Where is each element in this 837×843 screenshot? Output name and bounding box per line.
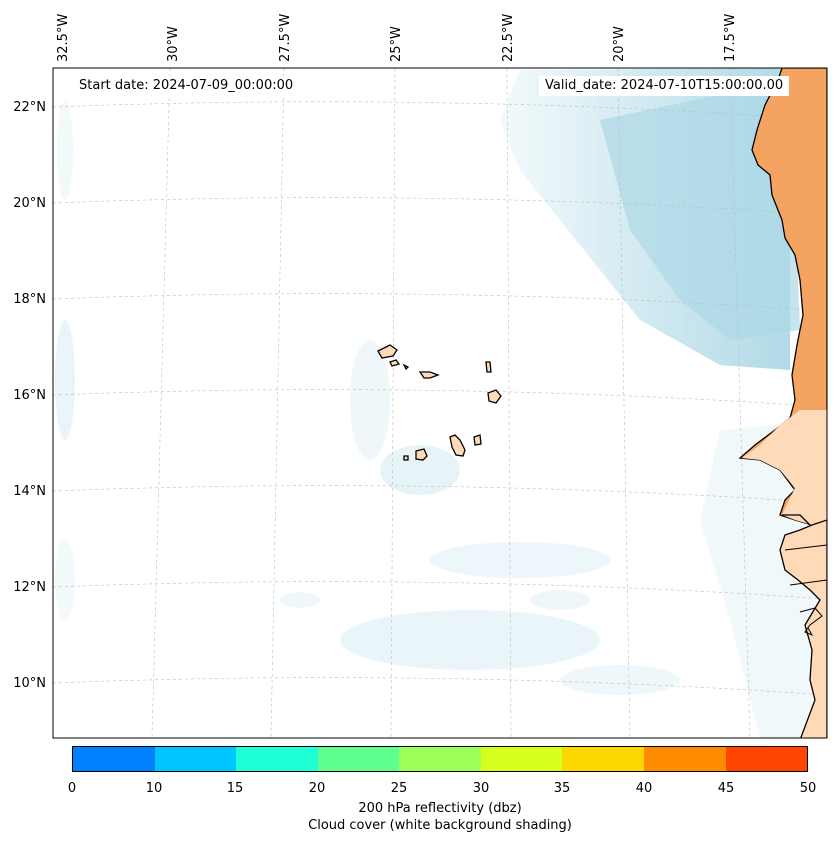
colorbar-label-cloud-cover: Cloud cover (white background shading) (308, 818, 572, 833)
colorbar-tick: 45 (717, 781, 735, 796)
colorbar-tick: 35 (553, 781, 571, 796)
africa-light-region (742, 410, 827, 525)
lat-label: 10°N (13, 676, 46, 691)
colorbar (72, 746, 808, 772)
latitude-labels: 22°N 20°N 18°N 16°N 14°N 12°N 10°N (13, 100, 46, 691)
lon-label: 17.5°W (723, 14, 738, 62)
lon-label: 27.5°W (278, 14, 293, 62)
colorbar-tick: 10 (145, 781, 163, 796)
map-frame (52, 67, 828, 739)
colorbar-tick: 30 (472, 781, 490, 796)
colorbar-tick: 0 (67, 781, 77, 796)
lon-label: 25°W (389, 26, 404, 62)
lat-label: 14°N (13, 484, 46, 499)
longitude-labels: 32.5°W 30°W 27.5°W 25°W 22.5°W 20°W 17.5… (56, 14, 738, 62)
colorbar-segment (399, 747, 481, 771)
colorbar-segment (317, 747, 400, 771)
lat-label: 18°N (13, 292, 46, 307)
lat-label: 16°N (13, 388, 46, 403)
africa-south-coast (779, 519, 827, 738)
colorbar-segment (480, 747, 563, 771)
gridlines (53, 68, 827, 738)
cloud-cover-shading (55, 68, 827, 738)
colorbar-tick: 40 (635, 781, 653, 796)
colorbar-label-reflectivity: 200 hPa reflectivity (dbz) (358, 801, 522, 816)
colorbar-segment (154, 747, 237, 771)
lat-label: 22°N (13, 100, 46, 115)
colorbar-segment (562, 747, 644, 771)
colorbar-tick: 25 (390, 781, 408, 796)
valid-date-label: Valid_date: 2024-07-10T15:00:00.00 (539, 76, 790, 96)
lat-label: 12°N (13, 580, 46, 595)
colorbar-segment (725, 747, 808, 771)
lat-label: 20°N (13, 196, 46, 211)
lon-label: 30°W (166, 26, 181, 62)
lon-label: 22.5°W (501, 14, 516, 62)
colorbar-segment (643, 747, 726, 771)
colorbar-tick: 15 (226, 781, 244, 796)
lon-label: 32.5°W (56, 14, 71, 62)
colorbar-segment (73, 747, 155, 771)
colorbar-tick: 20 (308, 781, 326, 796)
colorbar-segment (236, 747, 318, 771)
start-date-label: Start date: 2024-07-09_00:00:00 (73, 76, 300, 96)
lon-label: 20°W (612, 26, 627, 62)
cape-verde-islands (377, 344, 502, 461)
colorbar-tick: 50 (799, 781, 817, 796)
